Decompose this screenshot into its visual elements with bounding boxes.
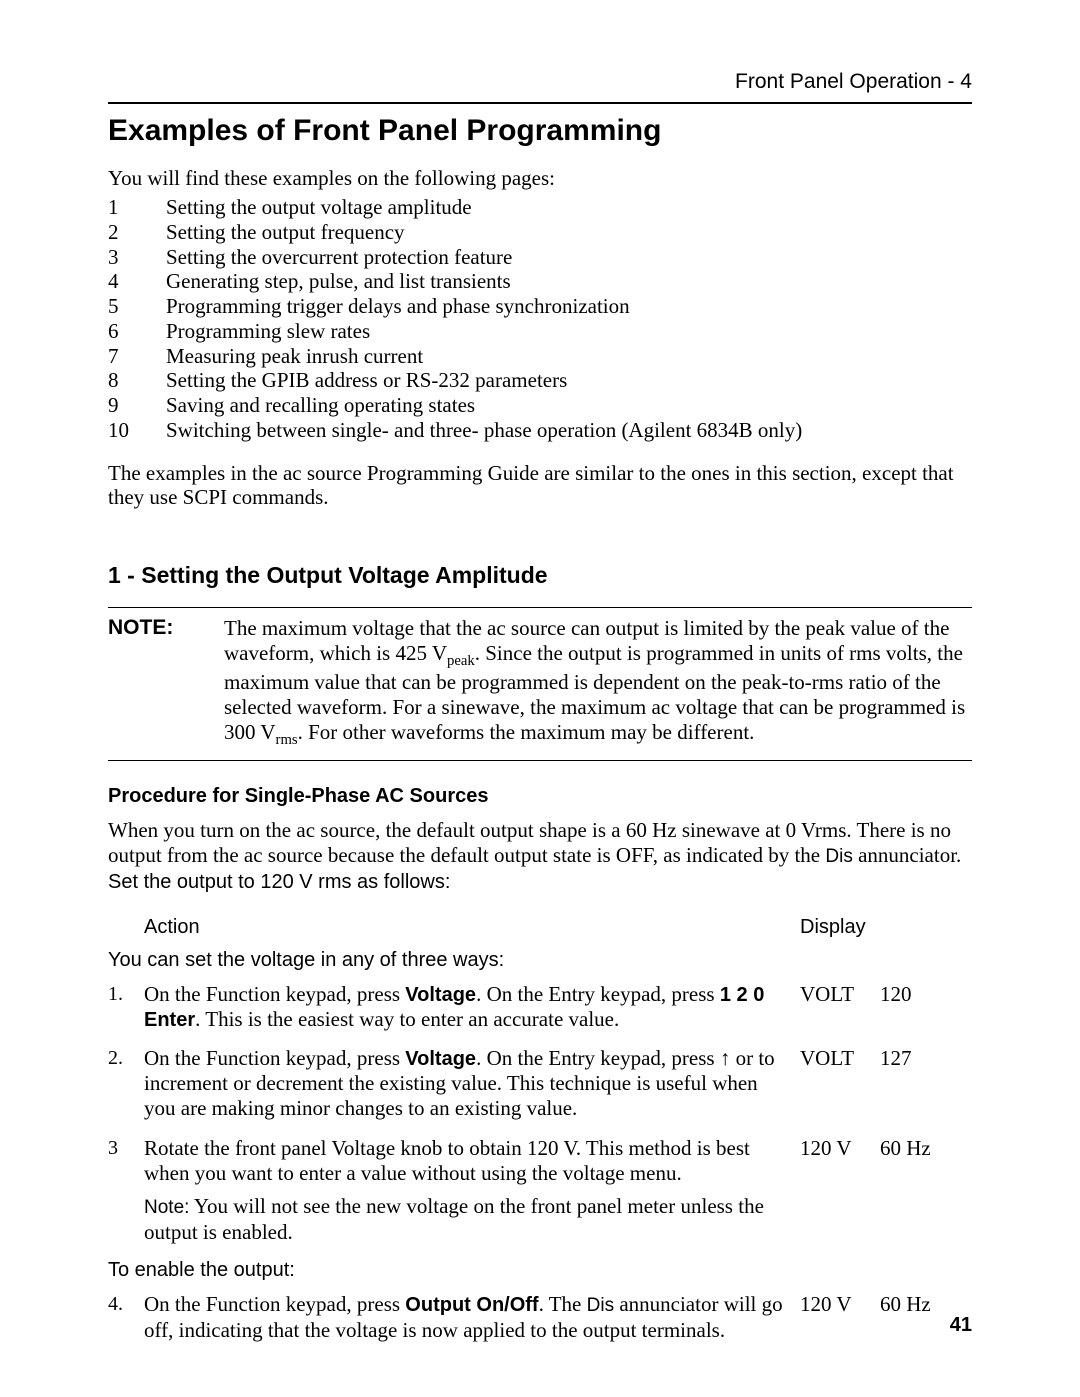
display-col2: 60 Hz [880,1136,950,1245]
note-prefix: Note: [144,1197,189,1218]
display-col2: 120 [880,982,950,1032]
action-text: . This is the easiest way to enter an ac… [195,1007,619,1031]
action-text: . On the Entry keypad, press [476,982,720,1006]
example-number: 6 [108,319,166,344]
step-number: 1. [108,982,144,1032]
procedure-table: Action Display You can set the voltage i… [108,916,972,1343]
intro-paragraph: You will find these examples on the foll… [108,166,972,191]
after-examples-paragraph: The examples in the ac source Programmin… [108,461,972,511]
example-text: Measuring peak inrush current [166,344,423,369]
display-col1: 120 V [800,1136,880,1245]
step-number: 2. [108,1046,144,1122]
col-spacer [108,916,144,939]
example-item: 2Setting the output frequency [108,220,972,245]
action-text: On the Function keypad, press [144,982,405,1006]
example-number: 2 [108,220,166,245]
display-col1: 120 V [800,1292,880,1343]
example-number: 1 [108,195,166,220]
col-display-header: Display [800,916,950,939]
procedure-headers: Action Display [108,916,972,939]
running-header: Front Panel Operation - 4 [108,70,972,94]
example-item: 7Measuring peak inrush current [108,344,972,369]
dis-annunciator: Dis [587,1295,614,1316]
page-title: Examples of Front Panel Programming [108,114,972,148]
examples-list: 1Setting the output voltage amplitude2Se… [108,195,972,443]
action-text: . The [539,1292,587,1316]
example-text: Setting the overcurrent protection featu… [166,245,512,270]
procedure-intro: When you turn on the ac source, the defa… [108,818,972,894]
key-label: Voltage [405,984,476,1006]
document-page: Front Panel Operation - 4 Examples of Fr… [0,0,1080,1397]
note-text-part: . For other waveforms the maximum may be… [298,720,755,744]
example-item: 3Setting the overcurrent protection feat… [108,245,972,270]
procedure-row: 1. On the Function keypad, press Voltage… [108,982,972,1032]
example-text: Programming trigger delays and phase syn… [166,294,630,319]
page-number: 41 [950,1314,972,1337]
example-number: 4 [108,269,166,294]
group-label: To enable the output: [108,1259,972,1282]
section-heading: 1 - Setting the Output Voltage Amplitude [108,562,972,589]
procedure-row: 4. On the Function keypad, press Output … [108,1292,972,1343]
note-subscript: peak [447,653,475,669]
note-subscript: rms [276,732,298,748]
step-action: On the Function keypad, press Voltage. O… [144,982,800,1032]
example-text: Generating step, pulse, and list transie… [166,269,511,294]
proc-intro-set: Set the output to 120 V rms as follows: [108,871,450,893]
key-label: Voltage [405,1048,476,1070]
example-text: Setting the output voltage amplitude [166,195,472,220]
example-item: 1Setting the output voltage amplitude [108,195,972,220]
procedure-row: 2. On the Function keypad, press Voltage… [108,1046,972,1122]
key-label: Output On/Off [405,1294,538,1316]
display-col1: VOLT [800,982,880,1032]
step-action: Rotate the front panel Voltage knob to o… [144,1136,800,1245]
step-action: On the Function keypad, press Voltage. O… [144,1046,800,1122]
example-number: 9 [108,393,166,418]
col-action-header: Action [144,916,800,939]
example-text: Programming slew rates [166,319,370,344]
subsection-heading: Procedure for Single-Phase AC Sources [108,785,972,808]
example-text: Switching between single- and three- pha… [166,418,802,443]
note-text: The maximum voltage that the ac source c… [224,616,972,749]
example-number: 3 [108,245,166,270]
display-col2: 127 [880,1046,950,1122]
proc-intro-text: annunciator. [853,843,961,867]
header-rule [108,102,972,104]
example-text: Saving and recalling operating states [166,393,475,418]
procedure-row: 3 Rotate the front panel Voltage knob to… [108,1136,972,1245]
step-note: Note: You will not see the new voltage o… [144,1194,784,1245]
example-number: 8 [108,368,166,393]
display-col1: VOLT [800,1046,880,1122]
example-item: 4Generating step, pulse, and list transi… [108,269,972,294]
action-text: On the Function keypad, press [144,1046,405,1070]
step-number: 3 [108,1136,144,1245]
example-item: 9Saving and recalling operating states [108,393,972,418]
note-body: You will not see the new voltage on the … [144,1194,764,1244]
example-number: 10 [108,418,166,443]
step-number: 4. [108,1292,144,1343]
example-text: Setting the GPIB address or RS-232 param… [166,368,567,393]
example-item: 8Setting the GPIB address or RS-232 para… [108,368,972,393]
note-label: NOTE: [108,616,224,749]
dis-annunciator: Dis [825,846,852,867]
action-text: Rotate the front panel Voltage knob to o… [144,1136,750,1185]
example-item: 6Programming slew rates [108,319,972,344]
example-text: Setting the output frequency [166,220,405,245]
step-action: On the Function keypad, press Output On/… [144,1292,800,1343]
example-number: 7 [108,344,166,369]
example-item: 10Switching between single- and three- p… [108,418,972,443]
group-label: You can set the voltage in any of three … [108,949,972,972]
example-number: 5 [108,294,166,319]
example-item: 5Programming trigger delays and phase sy… [108,294,972,319]
display-col2: 60 Hz [880,1292,950,1343]
action-text: On the Function keypad, press [144,1292,405,1316]
note-block: NOTE: The maximum voltage that the ac so… [108,607,972,760]
